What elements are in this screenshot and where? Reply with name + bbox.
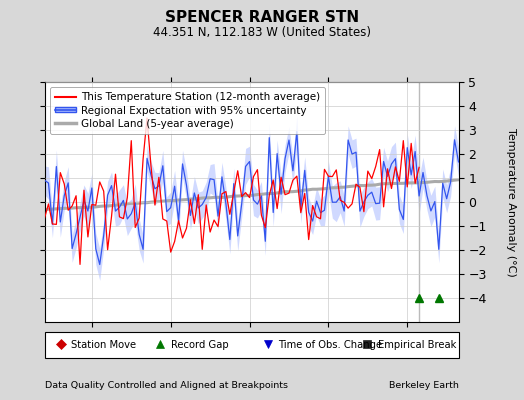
Text: Record Gap: Record Gap [171,340,228,350]
Y-axis label: Temperature Anomaly (°C): Temperature Anomaly (°C) [506,128,516,276]
Text: Berkeley Earth: Berkeley Earth [389,381,458,390]
Text: Time of Obs. Change: Time of Obs. Change [278,340,383,350]
Text: Station Move: Station Move [71,340,137,350]
Text: Empirical Break: Empirical Break [378,340,456,350]
Text: 44.351 N, 112.183 W (United States): 44.351 N, 112.183 W (United States) [153,26,371,39]
Legend: This Temperature Station (12-month average), Regional Expectation with 95% uncer: This Temperature Station (12-month avera… [50,87,325,134]
Text: SPENCER RANGER STN: SPENCER RANGER STN [165,10,359,25]
Text: Data Quality Controlled and Aligned at Breakpoints: Data Quality Controlled and Aligned at B… [45,381,288,390]
